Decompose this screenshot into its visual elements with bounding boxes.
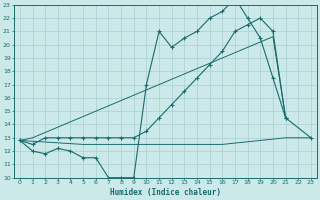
X-axis label: Humidex (Indice chaleur): Humidex (Indice chaleur): [110, 188, 221, 197]
